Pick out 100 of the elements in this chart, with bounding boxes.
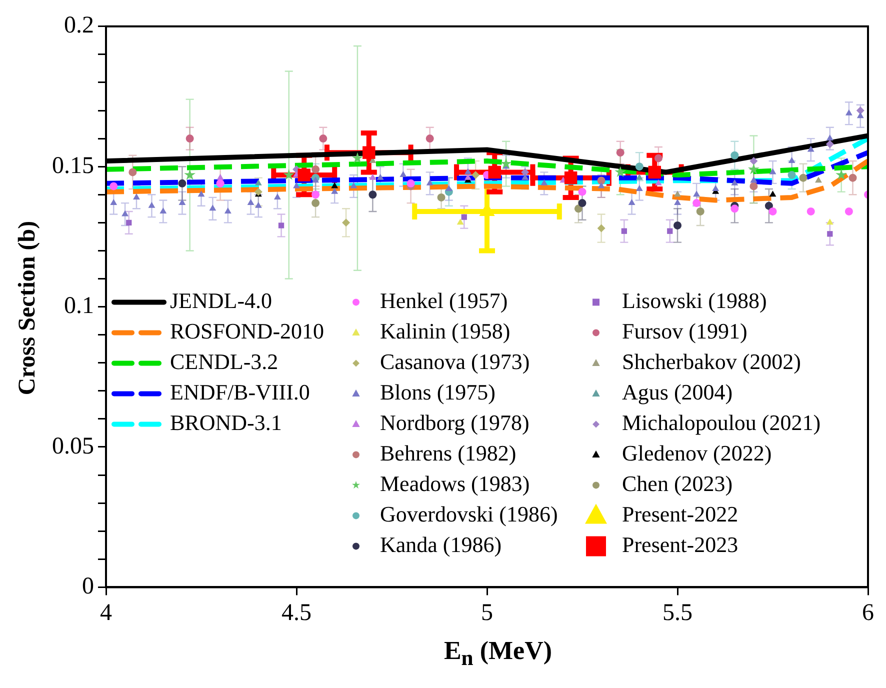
point	[693, 190, 700, 197]
legend-label: BROND-3.1	[170, 410, 282, 435]
point	[826, 140, 834, 148]
legend-label: Gledenov (2022)	[622, 440, 772, 466]
point	[827, 231, 833, 237]
point	[488, 166, 501, 179]
point	[712, 185, 720, 192]
point	[856, 112, 864, 118]
legend-label: Michalopoulou (2021)	[622, 410, 821, 435]
point	[574, 204, 582, 213]
point	[597, 176, 606, 185]
point	[826, 134, 834, 141]
y-tick-label: 0.1	[64, 293, 94, 320]
point	[799, 174, 808, 182]
point	[844, 207, 853, 216]
point	[464, 168, 472, 174]
legend-label: Agus (2004)	[622, 379, 733, 404]
point	[845, 109, 852, 116]
legend-label: Behrens (1982)	[380, 440, 516, 466]
legend-label: Meadows (1983)	[380, 470, 530, 496]
x-tick-label: 4	[100, 600, 112, 626]
point	[578, 188, 586, 196]
point	[133, 193, 140, 200]
point	[126, 220, 132, 226]
point	[472, 171, 480, 180]
y-tick-label: 0	[82, 573, 94, 600]
point	[648, 166, 662, 179]
point	[730, 151, 739, 160]
point	[456, 218, 464, 225]
point	[331, 182, 338, 188]
point	[148, 202, 156, 208]
point	[293, 182, 300, 188]
point	[426, 134, 434, 143]
legend-label: Blons (1975)	[380, 379, 496, 404]
point	[350, 182, 358, 188]
point	[521, 168, 530, 176]
y-tick-label: 0.2	[64, 12, 94, 39]
point	[312, 165, 320, 174]
point	[788, 171, 796, 180]
point	[636, 174, 643, 180]
point	[160, 207, 167, 214]
point	[369, 174, 376, 180]
point	[184, 169, 196, 180]
point	[856, 106, 864, 115]
point	[654, 154, 662, 162]
point	[598, 182, 605, 188]
point	[730, 204, 739, 213]
legend-label: ROSFOND-2010	[170, 318, 324, 344]
point	[500, 158, 512, 169]
point	[564, 171, 578, 184]
point	[769, 190, 776, 197]
point	[312, 190, 320, 199]
point	[807, 146, 814, 152]
point	[178, 179, 186, 188]
x-tick-label: 6	[862, 600, 874, 626]
point	[278, 222, 284, 228]
point	[368, 190, 377, 199]
y-tick-label: 0.05	[52, 433, 94, 460]
legend-label: Casanova (1973)	[380, 348, 530, 374]
point	[636, 185, 643, 192]
legend-label: ENDF/B-VIII.0	[170, 379, 310, 404]
point	[283, 169, 295, 180]
point	[110, 199, 118, 206]
x-tick-label: 5	[481, 600, 493, 626]
point	[376, 174, 384, 180]
legend-label: Present-2023	[622, 532, 738, 557]
legend-label: Chen (2023)	[622, 470, 733, 496]
point	[826, 218, 834, 225]
point	[122, 210, 129, 216]
point	[674, 199, 681, 206]
point	[319, 134, 328, 143]
legend-label: Kanda (1986)	[380, 532, 502, 557]
y-tick-label: 0.15	[52, 152, 94, 179]
point	[748, 163, 760, 174]
legend-label: Goverdovski (1986)	[380, 501, 558, 526]
legend-label: JENDL-4.0	[170, 288, 272, 313]
point	[406, 179, 415, 188]
point	[224, 207, 232, 214]
point	[254, 179, 262, 186]
point	[788, 156, 796, 163]
point	[209, 204, 216, 211]
point	[400, 171, 407, 178]
point	[352, 152, 364, 164]
point	[692, 199, 701, 208]
point	[621, 228, 627, 234]
point	[674, 190, 681, 197]
point	[198, 190, 205, 197]
legend-label: Henkel (1957)	[380, 288, 508, 313]
point	[635, 162, 644, 171]
point	[674, 221, 682, 230]
point	[110, 182, 118, 190]
point	[597, 224, 606, 232]
legend-label: Lisowski (1988)	[622, 288, 767, 313]
point	[342, 218, 350, 227]
point	[362, 146, 376, 159]
point	[654, 179, 662, 186]
point	[628, 199, 636, 206]
x-tick-label: 5.5	[662, 600, 692, 626]
point	[731, 179, 738, 186]
legend-label: Nordborg (1978)	[380, 410, 530, 435]
